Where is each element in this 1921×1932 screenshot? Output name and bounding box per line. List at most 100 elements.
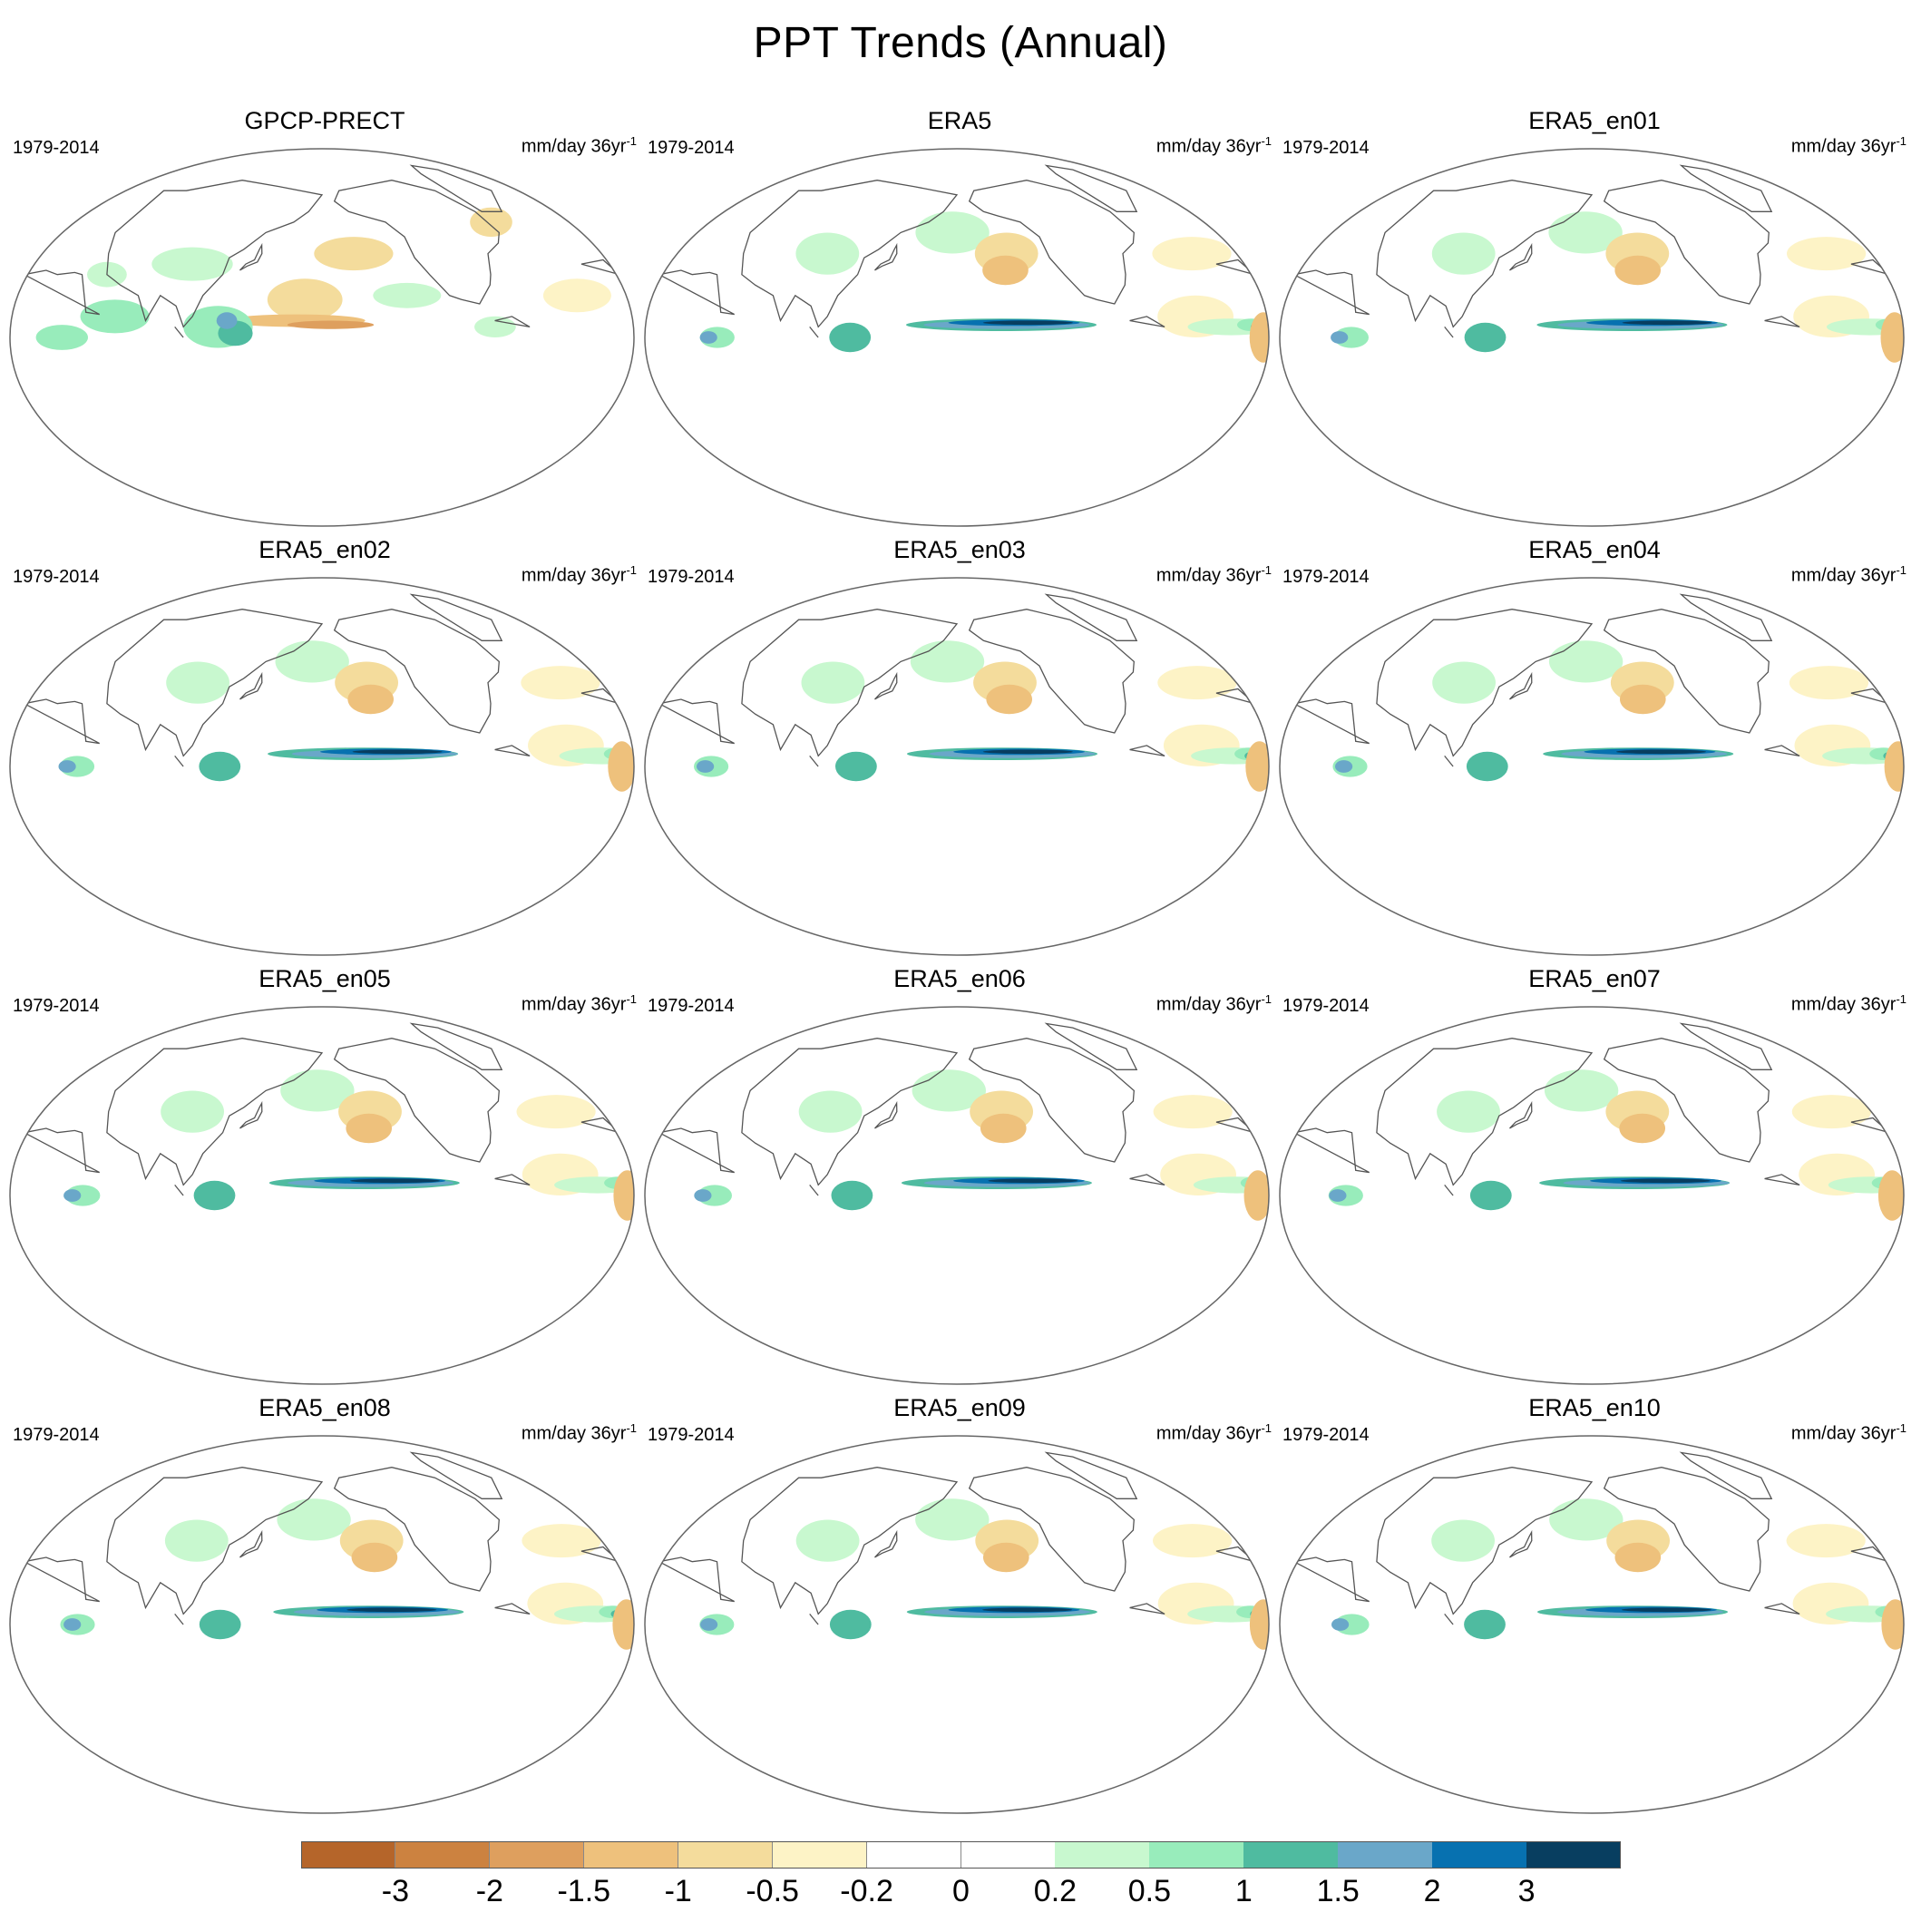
- trend-region: [801, 661, 865, 704]
- map-panel: ERA5_en06 1979-2014 mm/day 36yr-1: [642, 965, 1277, 1391]
- trend-region: [1619, 1113, 1665, 1144]
- trend-map: [644, 148, 1270, 527]
- trend-region: [1464, 1609, 1506, 1640]
- trend-region: [982, 255, 1029, 286]
- colorbar-tick-label: 3: [1517, 1874, 1536, 1908]
- coastline: [333, 1467, 500, 1592]
- coastline: [874, 671, 898, 700]
- coastline: [1603, 609, 1770, 734]
- trend-region: [912, 1069, 986, 1112]
- trend-region: [164, 1519, 229, 1562]
- units-label: mm/day 36yr-1: [1790, 1421, 1906, 1444]
- coastline: [741, 609, 959, 757]
- trend-region: [1880, 312, 1904, 363]
- map-outline: [1279, 148, 1905, 527]
- coastline: [741, 1467, 959, 1615]
- panel-title: GPCP-PRECT: [244, 107, 405, 134]
- map-outline: [644, 1006, 1270, 1385]
- colorbar-tick-label: 1.5: [1316, 1874, 1360, 1908]
- trend-region: [795, 1519, 860, 1562]
- trend-region: [346, 1113, 393, 1144]
- trend-map: [644, 577, 1270, 956]
- map-panel: ERA5 1979-2014 mm/day 36yr-1: [642, 107, 1277, 533]
- colorbar-segment: [1432, 1841, 1527, 1869]
- colorbar-tick-label: 1: [1234, 1874, 1253, 1908]
- colorbar-frame: [301, 1841, 1621, 1869]
- trend-region: [835, 751, 877, 782]
- period-label: 1979-2014: [1282, 996, 1370, 1016]
- coastline: [1044, 1022, 1138, 1070]
- trend-region: [1152, 237, 1232, 271]
- coastline: [409, 1022, 503, 1070]
- coastline: [106, 609, 324, 757]
- trend-region: [1622, 320, 1712, 326]
- period-label: 1979-2014: [13, 138, 100, 158]
- trend-region: [216, 312, 238, 329]
- trend-map: [9, 1006, 635, 1385]
- coastline: [1444, 755, 1454, 767]
- coastline: [22, 698, 101, 745]
- trend-region: [988, 1178, 1078, 1184]
- trend-region: [373, 282, 442, 308]
- coastline: [409, 593, 503, 641]
- coastline: [1764, 745, 1800, 757]
- trend-region: [80, 299, 150, 334]
- coastline: [494, 1603, 531, 1615]
- map-panel: GPCP-PRECT 1979-2014 mm/day 36yr-1: [7, 107, 642, 533]
- trend-region: [983, 1542, 1029, 1573]
- trend-region: [35, 325, 88, 350]
- coastline: [333, 180, 500, 305]
- trend-region: [352, 749, 443, 755]
- trend-region: [516, 1095, 596, 1129]
- colorbar-segment: [583, 1841, 679, 1869]
- trend-region: [1791, 1095, 1871, 1129]
- panel-title: ERA5_en07: [1528, 965, 1661, 992]
- period-label: 1979-2014: [13, 567, 100, 587]
- trend-region: [795, 232, 860, 275]
- trend-region: [347, 684, 395, 715]
- trend-region: [980, 1113, 1027, 1144]
- panel-title: ERA5_en09: [893, 1394, 1026, 1421]
- coastline: [22, 1556, 101, 1603]
- trend-region: [1787, 237, 1867, 271]
- coastline: [1603, 180, 1770, 305]
- trend-region: [474, 316, 516, 337]
- trend-region: [1615, 749, 1707, 755]
- coastline: [1444, 1613, 1454, 1625]
- coastline: [1509, 671, 1533, 700]
- trend-region: [1548, 640, 1624, 683]
- trend-map: [644, 1006, 1270, 1385]
- colorbar-segment: [678, 1841, 774, 1869]
- coastline: [1044, 1451, 1138, 1499]
- panel-title: ERA5_en10: [1528, 1394, 1661, 1421]
- coastline: [1509, 1100, 1533, 1129]
- map-outline: [644, 148, 1270, 527]
- trend-region: [694, 1189, 712, 1202]
- coastline: [1603, 1038, 1770, 1163]
- coastline: [174, 1184, 184, 1196]
- map-panel: ERA5_en02 1979-2014 mm/day 36yr-1: [7, 536, 642, 962]
- colorbar-segment: [489, 1841, 585, 1869]
- trend-region: [151, 247, 233, 281]
- period-label: 1979-2014: [648, 138, 735, 158]
- colorbar-segment: [1149, 1841, 1244, 1869]
- coastline: [809, 1184, 819, 1196]
- colorbar-segment: [772, 1841, 868, 1869]
- panel-title: ERA5_en04: [1528, 536, 1661, 563]
- trend-region: [982, 1607, 1073, 1613]
- colorbar-segment: [1243, 1841, 1339, 1869]
- coastline: [1679, 1022, 1773, 1070]
- coastline: [741, 180, 959, 328]
- trend-region: [522, 1524, 601, 1558]
- coastline: [874, 1100, 898, 1129]
- trend-region: [277, 1498, 351, 1541]
- colorbar-segment: [960, 1841, 1056, 1869]
- units-label: mm/day 36yr-1: [521, 1421, 637, 1444]
- coastline: [874, 242, 898, 271]
- period-label: 1979-2014: [648, 567, 735, 587]
- panel-title: ERA5_en02: [258, 536, 391, 563]
- coastline: [809, 326, 819, 338]
- trend-region: [910, 640, 985, 683]
- coastline: [1679, 593, 1773, 641]
- coastline: [1292, 269, 1370, 316]
